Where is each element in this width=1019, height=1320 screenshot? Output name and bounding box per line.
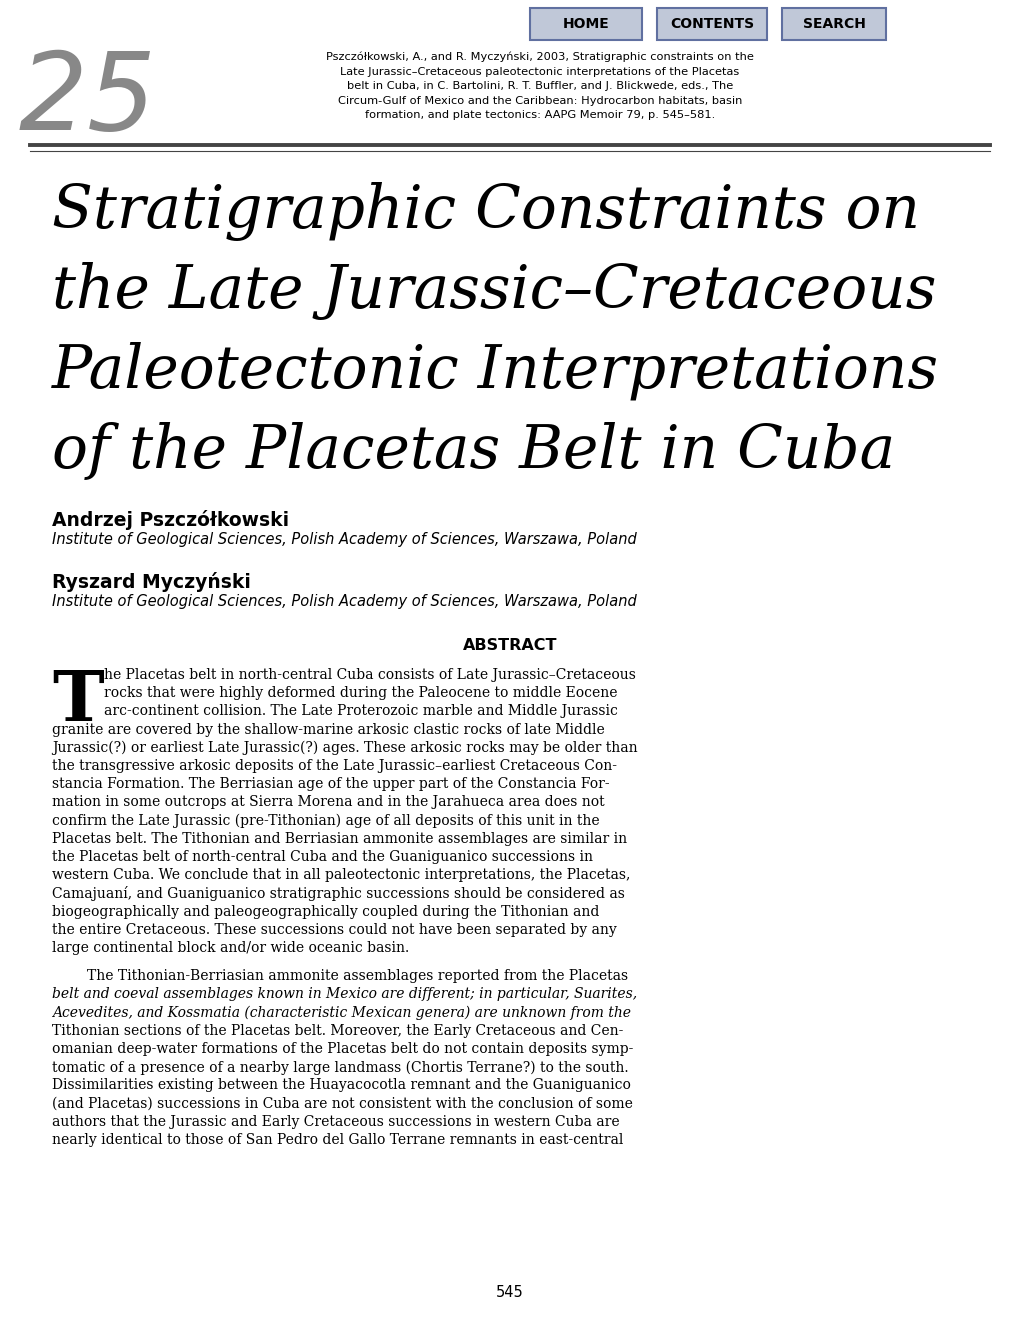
FancyBboxPatch shape <box>656 8 766 40</box>
Text: Pszczółkowski, A., and R. Myczyński, 2003, Stratigraphic constraints on the
Late: Pszczółkowski, A., and R. Myczyński, 200… <box>326 51 753 120</box>
Text: biogeographically and paleogeographically coupled during the Tithonian and: biogeographically and paleogeographicall… <box>52 904 599 919</box>
Text: CONTENTS: CONTENTS <box>669 17 753 30</box>
Text: western Cuba. We conclude that in all paleotectonic interpretations, the Placeta: western Cuba. We conclude that in all pa… <box>52 869 630 882</box>
Text: Andrzej Pszczółkowski: Andrzej Pszczółkowski <box>52 510 288 531</box>
Text: the Placetas belt of north-central Cuba and the Guaniguanico successions in: the Placetas belt of north-central Cuba … <box>52 850 592 865</box>
Text: confirm the Late Jurassic (pre-Tithonian) age of all deposits of this unit in th: confirm the Late Jurassic (pre-Tithonian… <box>52 813 599 828</box>
Text: Acevedites, and Kossmatia (characteristic Mexican genera) are unknown from the: Acevedites, and Kossmatia (characteristi… <box>52 1006 631 1020</box>
Text: Institute of Geological Sciences, Polish Academy of Sciences, Warszawa, Poland: Institute of Geological Sciences, Polish… <box>52 594 636 609</box>
Text: Ryszard Myczyński: Ryszard Myczyński <box>52 572 251 591</box>
Text: mation in some outcrops at Sierra Morena and in the Jarahueca area does not: mation in some outcrops at Sierra Morena… <box>52 796 604 809</box>
Text: Placetas belt. The Tithonian and Berriasian ammonite assemblages are similar in: Placetas belt. The Tithonian and Berrias… <box>52 832 627 846</box>
Text: Institute of Geological Sciences, Polish Academy of Sciences, Warszawa, Poland: Institute of Geological Sciences, Polish… <box>52 532 636 546</box>
Text: Dissimilarities existing between the Huayacocotla remnant and the Guaniguanico: Dissimilarities existing between the Hua… <box>52 1078 631 1093</box>
Text: nearly identical to those of San Pedro del Gallo Terrane remnants in east-centra: nearly identical to those of San Pedro d… <box>52 1133 623 1147</box>
Text: belt and coeval assemblages known in Mexico are different; in particular, Suarit: belt and coeval assemblages known in Mex… <box>52 987 637 1002</box>
Text: The Tithonian-Berriasian ammonite assemblages reported from the Placetas: The Tithonian-Berriasian ammonite assemb… <box>87 969 628 983</box>
Text: (and Placetas) successions in Cuba are not consistent with the conclusion of som: (and Placetas) successions in Cuba are n… <box>52 1097 632 1110</box>
Text: 25: 25 <box>19 48 157 153</box>
Text: he Placetas belt in north-central Cuba consists of Late Jurassic–Cretaceous: he Placetas belt in north-central Cuba c… <box>104 668 635 682</box>
Text: Camajuaní, and Guaniguanico stratigraphic successions should be considered as: Camajuaní, and Guaniguanico stratigraphi… <box>52 887 625 902</box>
Text: granite are covered by the shallow-marine arkosic clastic rocks of late Middle: granite are covered by the shallow-marin… <box>52 722 604 737</box>
Text: Stratigraphic Constraints on: Stratigraphic Constraints on <box>52 182 919 242</box>
Text: T: T <box>52 668 104 735</box>
FancyBboxPatch shape <box>530 8 641 40</box>
FancyBboxPatch shape <box>782 8 886 40</box>
Text: of the Placetas Belt in Cuba: of the Placetas Belt in Cuba <box>52 422 895 480</box>
Text: the transgressive arkosic deposits of the Late Jurassic–earliest Cretaceous Con-: the transgressive arkosic deposits of th… <box>52 759 616 774</box>
Text: Jurassic(?) or earliest Late Jurassic(?) ages. These arkosic rocks may be older : Jurassic(?) or earliest Late Jurassic(?)… <box>52 741 637 755</box>
Text: omanian deep-water formations of the Placetas belt do not contain deposits symp-: omanian deep-water formations of the Pla… <box>52 1041 633 1056</box>
Text: ABSTRACT: ABSTRACT <box>463 638 556 653</box>
Text: tomatic of a presence of a nearby large landmass (Chortis Terrane?) to the south: tomatic of a presence of a nearby large … <box>52 1060 628 1074</box>
Text: the entire Cretaceous. These successions could not have been separated by any: the entire Cretaceous. These successions… <box>52 923 616 937</box>
Text: Tithonian sections of the Placetas belt. Moreover, the Early Cretaceous and Cen-: Tithonian sections of the Placetas belt.… <box>52 1024 623 1038</box>
Text: rocks that were highly deformed during the Paleocene to middle Eocene: rocks that were highly deformed during t… <box>104 686 616 700</box>
Text: authors that the Jurassic and Early Cretaceous successions in western Cuba are: authors that the Jurassic and Early Cret… <box>52 1115 619 1129</box>
Text: large continental block and/or wide oceanic basin.: large continental block and/or wide ocea… <box>52 941 409 954</box>
Text: arc-continent collision. The Late Proterozoic marble and Middle Jurassic: arc-continent collision. The Late Proter… <box>104 705 618 718</box>
Text: 545: 545 <box>495 1284 524 1300</box>
Text: SEARCH: SEARCH <box>802 17 864 30</box>
Text: stancia Formation. The Berriasian age of the upper part of the Constancia For-: stancia Formation. The Berriasian age of… <box>52 777 609 791</box>
Text: HOME: HOME <box>562 17 608 30</box>
Text: the Late Jurassic–Cretaceous: the Late Jurassic–Cretaceous <box>52 261 935 321</box>
Text: Paleotectonic Interpretations: Paleotectonic Interpretations <box>52 342 938 400</box>
